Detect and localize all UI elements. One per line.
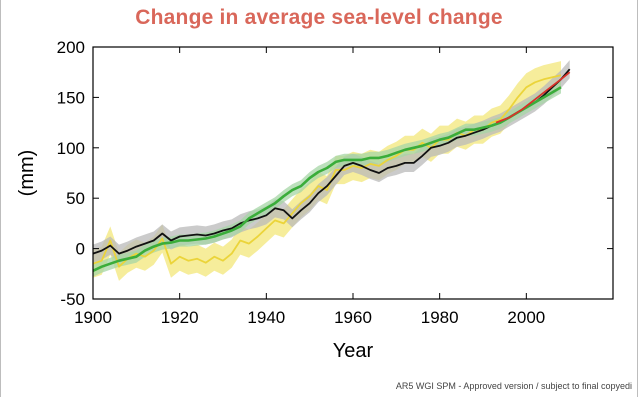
y-tick-label: 50 bbox=[66, 189, 85, 208]
y-tick-label: 200 bbox=[57, 38, 85, 57]
series-2-band bbox=[93, 60, 570, 263]
x-tick-label: 1940 bbox=[247, 308, 285, 327]
x-tick-label: 1980 bbox=[421, 308, 459, 327]
x-tick-label: 1920 bbox=[161, 308, 199, 327]
series-4-line bbox=[495, 71, 571, 124]
series-lines bbox=[92, 68, 571, 272]
x-tick-label: 1960 bbox=[334, 308, 372, 327]
chart-title: Change in average sea-level change bbox=[135, 6, 503, 29]
series-3-band bbox=[93, 81, 561, 277]
y-tick-label: 0 bbox=[76, 240, 85, 259]
y-axis: -50 0 50 100 150 200 bbox=[57, 38, 613, 309]
x-axis-label: Year bbox=[333, 340, 374, 362]
y-tick-label: 100 bbox=[57, 139, 85, 158]
series-3-line bbox=[92, 86, 562, 272]
y-axis-label: (mm) bbox=[16, 150, 38, 197]
footer-note: AR5 WGI SPM - Approved version / subject… bbox=[395, 381, 632, 391]
uncertainty-bands bbox=[93, 60, 570, 281]
y-tick-label: -50 bbox=[60, 290, 85, 309]
x-tick-label: 1900 bbox=[74, 308, 112, 327]
y-tick-label: 150 bbox=[57, 88, 85, 107]
x-axis: 1900 1920 1940 1960 1980 2000 bbox=[74, 47, 545, 327]
x-tick-label: 2000 bbox=[507, 308, 545, 327]
